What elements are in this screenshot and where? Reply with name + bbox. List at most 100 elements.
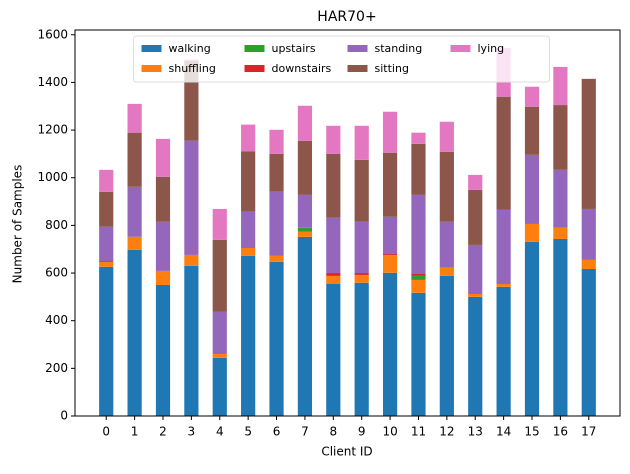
bar-segment	[297, 140, 313, 195]
x-tick-label: 1	[131, 425, 139, 439]
bar-segment	[241, 124, 256, 152]
bar-segment	[184, 254, 199, 266]
x-tick-label: 13	[468, 425, 483, 439]
y-tick-label: 600	[45, 266, 68, 280]
bar-segment	[127, 249, 142, 416]
bar-segment	[99, 169, 114, 192]
bar-segment	[99, 266, 114, 416]
bar-segment	[496, 283, 511, 287]
bar-segment	[241, 247, 256, 248]
bar-segment	[468, 294, 483, 297]
bar-segment	[297, 105, 313, 141]
legend: walking shuffling upstairs downstairs standi…	[133, 35, 550, 83]
bar-segment	[468, 174, 483, 190]
bar-segment	[382, 254, 398, 273]
bar-segment	[411, 292, 426, 416]
bar-segment	[468, 189, 483, 245]
bar-segment	[496, 209, 511, 284]
x-tick-label: 17	[581, 425, 596, 439]
bar-segment	[212, 354, 227, 358]
bar-segment	[99, 226, 114, 262]
x-tick-label: 3	[188, 425, 196, 439]
legend-label: downstairs	[272, 62, 332, 75]
bar-segment	[269, 191, 284, 256]
x-tick-label: 12	[439, 425, 454, 439]
legend-label: walking	[169, 42, 211, 55]
legend-swatch	[347, 45, 368, 52]
y-tick-label: 400	[45, 313, 68, 327]
plot-frame	[74, 29, 621, 417]
bar-segment	[99, 261, 114, 263]
bar-segment	[411, 143, 426, 195]
bar-segment	[411, 275, 426, 280]
bar-segment	[581, 259, 596, 269]
bar-segment	[354, 282, 369, 416]
bar-segment	[99, 262, 114, 267]
bar-segment	[354, 273, 369, 275]
bar-segment	[326, 275, 341, 284]
bar-segment	[326, 283, 341, 416]
bar-segment	[354, 221, 369, 274]
bar-segment	[468, 244, 483, 295]
x-tick-label: 15	[524, 425, 539, 439]
x-tick-label: 8	[329, 425, 337, 439]
bar-segment	[411, 132, 426, 144]
bar-segment	[581, 208, 596, 260]
bar-segment	[439, 221, 454, 268]
bar-segment	[382, 272, 398, 416]
legend-swatch	[347, 65, 368, 72]
bar-segment	[269, 129, 284, 154]
x-tick-label: 5	[244, 425, 252, 439]
bar-segment	[382, 111, 398, 153]
y-tick-label: 1600	[37, 27, 68, 41]
y-tick-label: 1200	[37, 123, 68, 137]
y-tick-label: 800	[45, 218, 68, 232]
bar-segment	[439, 267, 454, 276]
bar-segment	[382, 152, 398, 217]
bar-segment	[553, 169, 568, 228]
bar-segment	[269, 261, 284, 416]
y-axis-label: Number of Samples	[11, 165, 25, 284]
legend-swatch	[141, 65, 162, 72]
legend-label: shuffling	[169, 62, 216, 75]
legend-swatch	[450, 45, 471, 52]
bar-segment	[127, 236, 142, 250]
legend-box	[133, 35, 550, 83]
x-tick-label: 6	[273, 425, 281, 439]
bar-segment	[212, 239, 227, 312]
legend-label: upstairs	[272, 42, 316, 55]
y-tick-label: 0	[60, 409, 68, 423]
bar-segment	[297, 227, 313, 232]
bar-segment	[297, 194, 313, 228]
bar-segment	[127, 186, 142, 237]
legend-swatch	[244, 45, 265, 52]
bar-segment	[581, 78, 596, 209]
bar-segment	[155, 221, 171, 271]
bar-segment	[184, 265, 199, 416]
bar-segment	[326, 153, 341, 218]
bar-segment	[553, 227, 568, 239]
bar-segment	[297, 231, 313, 237]
x-tick-label: 0	[102, 425, 110, 439]
bar-segment	[553, 105, 568, 170]
bar-segment	[241, 247, 256, 256]
legend-swatch	[244, 65, 265, 72]
bar-segment	[297, 236, 313, 416]
bar-segment	[127, 132, 142, 187]
x-tick-label: 4	[216, 425, 224, 439]
x-tick-label: 11	[411, 425, 426, 439]
bar-segment	[241, 211, 256, 248]
x-tick-label: 14	[496, 425, 511, 439]
bar-segment	[212, 357, 227, 416]
chart-title: HAR70+	[317, 9, 376, 25]
legend-label: standing	[375, 42, 423, 55]
bar-segment	[496, 96, 511, 210]
bar-segment	[439, 275, 454, 416]
bar-segment	[269, 153, 284, 192]
bar-segment	[581, 268, 596, 416]
bar-segment	[524, 86, 540, 107]
bar-segment	[155, 138, 171, 177]
bar-segment	[184, 140, 199, 255]
bar-segment	[241, 255, 256, 416]
